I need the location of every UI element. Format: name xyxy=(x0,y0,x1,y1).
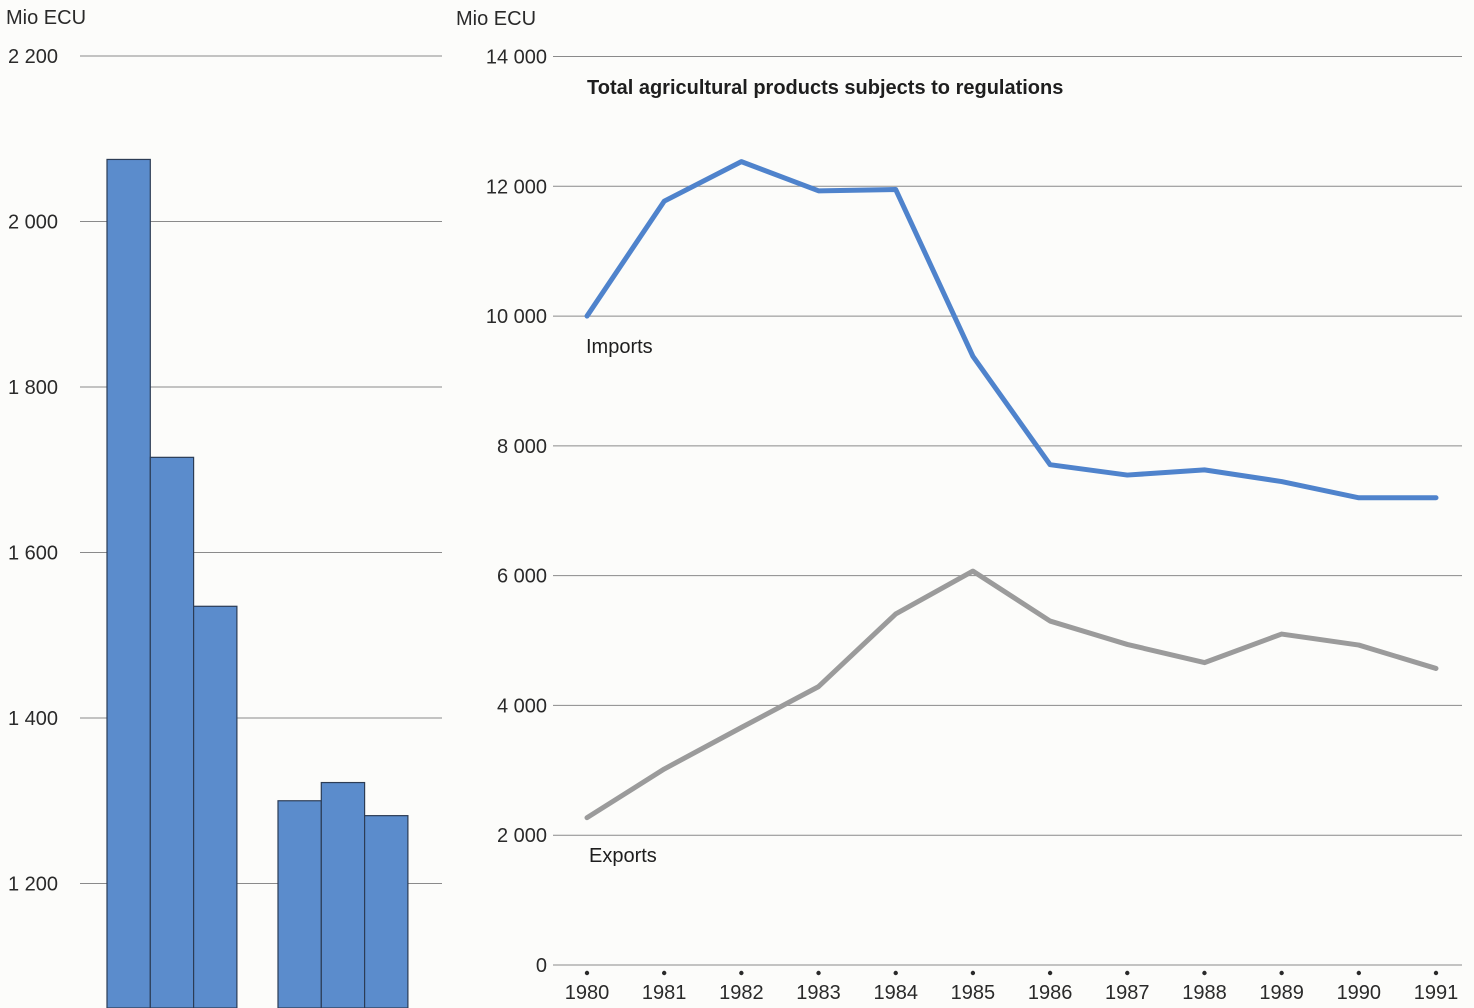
left-y-tick-label: 2 200 xyxy=(8,46,58,68)
x-tick-label: 1986 xyxy=(1028,982,1073,1004)
x-tick-mark xyxy=(585,971,589,975)
right-y-tick-label: 4 000 xyxy=(497,695,547,717)
x-tick-mark xyxy=(971,971,975,975)
right-y-tick-label: 12 000 xyxy=(486,176,547,198)
x-tick-label: 1980 xyxy=(565,982,610,1004)
imports-line xyxy=(587,162,1436,498)
x-tick-mark xyxy=(739,971,743,975)
left-y-tick-label: 2 000 xyxy=(8,212,58,234)
x-tick-mark xyxy=(662,971,666,975)
x-tick-mark xyxy=(1434,971,1438,975)
x-tick-label: 1990 xyxy=(1337,982,1382,1004)
x-tick-label: 1988 xyxy=(1182,982,1227,1004)
x-tick-label: 1991 xyxy=(1414,982,1459,1004)
left-bar xyxy=(278,801,321,1008)
x-tick-label: 1981 xyxy=(642,982,687,1004)
left-y-tick-label: 1 400 xyxy=(8,708,58,730)
exports-line xyxy=(587,571,1436,818)
x-tick-label: 1985 xyxy=(951,982,996,1004)
x-tick-mark xyxy=(1048,971,1052,975)
right-y-tick-label: 8 000 xyxy=(497,436,547,458)
x-tick-label: 1989 xyxy=(1259,982,1304,1004)
right-y-tick-label: 0 xyxy=(536,955,547,977)
x-tick-mark xyxy=(816,971,820,975)
x-tick-mark xyxy=(894,971,898,975)
left-y-tick-label: 1 600 xyxy=(8,543,58,565)
left-y-tick-label: 1 200 xyxy=(8,874,58,896)
x-tick-mark xyxy=(1202,971,1206,975)
left-bar xyxy=(194,606,237,1008)
x-tick-mark xyxy=(1125,971,1129,975)
x-tick-label: 1982 xyxy=(719,982,764,1004)
imports-series-label: Imports xyxy=(586,336,653,358)
x-tick-mark xyxy=(1279,971,1283,975)
right-y-tick-label: 10 000 xyxy=(486,306,547,328)
exports-series-label: Exports xyxy=(589,845,657,867)
right-y-tick-label: 6 000 xyxy=(497,566,547,588)
x-tick-label: 1987 xyxy=(1105,982,1150,1004)
right-y-tick-label: 2 000 xyxy=(497,825,547,847)
left-y-tick-label: 1 800 xyxy=(8,377,58,399)
left-bar xyxy=(321,783,364,1008)
left-y-axis-unit: Mio ECU xyxy=(6,7,86,29)
left-bar xyxy=(150,457,193,1008)
chart-title: Total agricultural products subjects to … xyxy=(587,77,1063,99)
right-y-tick-label: 14 000 xyxy=(486,47,547,69)
x-tick-label: 1984 xyxy=(873,982,918,1004)
left-bar xyxy=(107,159,150,1008)
left-bar xyxy=(365,816,408,1008)
x-tick-label: 1983 xyxy=(796,982,841,1004)
x-tick-mark xyxy=(1357,971,1361,975)
right-y-axis-unit: Mio ECU xyxy=(456,8,536,30)
